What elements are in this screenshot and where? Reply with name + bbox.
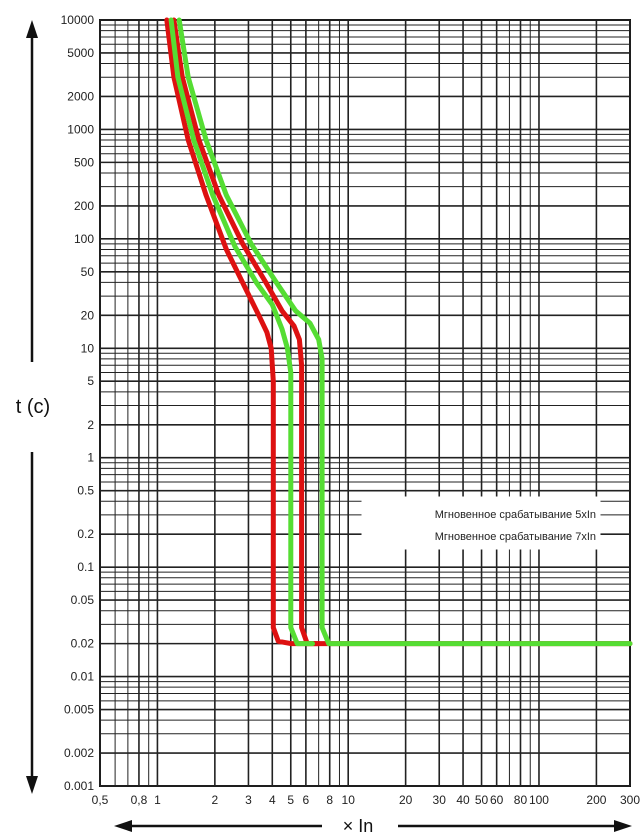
y-tick-label: 50	[81, 265, 95, 279]
y-tick-label: 200	[74, 199, 94, 213]
x-tick-label: 60	[490, 793, 504, 807]
y-tick-label: 0.1	[77, 560, 94, 574]
y-tick-label: 2000	[67, 89, 94, 103]
y-tick-label: 1000	[67, 122, 94, 136]
y-axis-arrow	[26, 20, 38, 794]
x-tick-label: 200	[586, 793, 606, 807]
x-tick-label: 40	[456, 793, 470, 807]
arrow-right-icon	[614, 820, 632, 832]
x-tick-label: 2	[212, 793, 219, 807]
legend-box: Мгновенное срабатывание 5xIn Мгновенное …	[361, 496, 601, 550]
x-tick-label: 1	[154, 793, 161, 807]
y-tick-label: 0.05	[71, 593, 95, 607]
y-tick-label: 10000	[61, 13, 95, 27]
y-tick-label: 10	[81, 341, 95, 355]
x-tick-label: 5	[287, 793, 294, 807]
y-tick-label: 0.02	[71, 637, 95, 651]
y-axis-label: t (c)	[16, 396, 50, 418]
y-tick-label: 500	[74, 155, 94, 169]
curves	[164, 17, 633, 647]
legend-entry-7xin: Мгновенное срабатывание 7xIn	[435, 531, 596, 543]
x-tick-label: 0,8	[131, 793, 148, 807]
legend-entry-5xin: Мгновенное срабатывание 5xIn	[435, 509, 596, 521]
y-tick-labels: 10000 5000 2000 1000 500 200 100 50 20 10 5 2 1 0.5 0.…	[61, 13, 95, 793]
y-tick-label: 5	[87, 374, 94, 388]
y-tick-label: 5000	[67, 46, 94, 60]
arrow-left-icon	[114, 820, 132, 832]
arrow-up-icon	[26, 20, 38, 38]
y-tick-label: 0.01	[71, 670, 95, 684]
y-tick-label: 0.002	[64, 746, 94, 760]
y-tick-label: 0.5	[77, 484, 94, 498]
y-tick-label: 0.001	[64, 779, 94, 793]
x-axis-arrow	[114, 820, 632, 832]
x-tick-label: 6	[303, 793, 310, 807]
x-tick-label: 20	[399, 793, 413, 807]
x-tick-label: 0,5	[92, 793, 109, 807]
grid	[99, 19, 631, 787]
x-tick-label: 4	[269, 793, 276, 807]
y-tick-label: 100	[74, 232, 94, 246]
x-tick-label: 300	[620, 793, 640, 807]
curve-7xin-upper	[176, 17, 633, 647]
curve-7xin-lower	[168, 17, 315, 647]
x-tick-label: 10	[342, 793, 356, 807]
x-tick-label: 80	[514, 793, 528, 807]
x-tick-label: 3	[245, 793, 252, 807]
arrow-down-icon	[26, 776, 38, 794]
x-tick-labels: 0,5 0,8 1 2 3 4 5 6 8 10 20 30 40 50 60 80 100 200 300	[92, 793, 640, 807]
y-tick-label: 20	[81, 308, 95, 322]
y-tick-label: 1	[87, 451, 94, 465]
curve-5xin-lower	[164, 17, 633, 647]
y-tick-label: 0.2	[77, 527, 94, 541]
x-tick-label: 50	[475, 793, 489, 807]
x-tick-label: 30	[433, 793, 447, 807]
x-axis-label: × In	[343, 816, 374, 836]
curve-5xin-upper	[171, 17, 322, 647]
y-tick-label: 2	[87, 418, 94, 432]
y-tick-label: 0.005	[64, 703, 94, 717]
x-tick-label: 8	[326, 793, 333, 807]
x-tick-label: 100	[529, 793, 549, 807]
